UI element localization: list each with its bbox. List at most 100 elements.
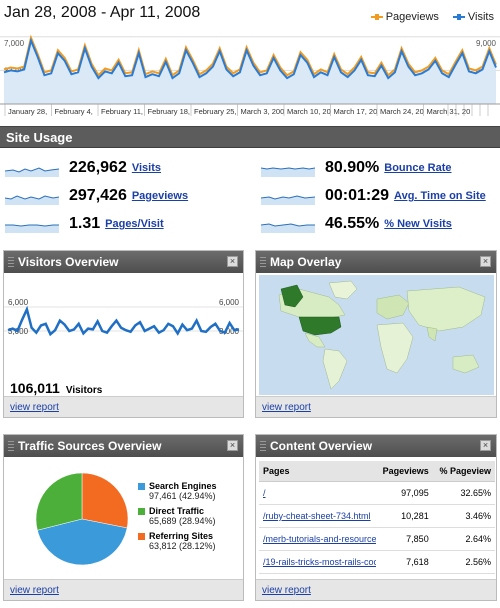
source-search-engines[interactable]: Search Engines 97,461 (42.94%) xyxy=(138,481,217,501)
close-icon[interactable]: × xyxy=(227,256,238,267)
sparkline-icon xyxy=(5,195,59,205)
visitors-overview-footer: view report xyxy=(4,396,243,417)
metric-pageviews: 297,426 Pageviews xyxy=(5,185,188,207)
metric-value: 80.90% xyxy=(325,159,380,176)
cell-pageviews: 7,618 xyxy=(376,550,433,574)
map-region-alaska xyxy=(280,284,304,308)
visitors-overview-panel: Visitors Overview × 6,000 3,000 6,000 3,000… xyxy=(3,250,244,418)
x-tick-label: March 31, 20 xyxy=(427,107,471,116)
cell-page: /19-rails-tricks-most-rails-coc xyxy=(259,550,377,574)
pie-slice-direct-traffic xyxy=(35,472,83,531)
drag-grip-icon[interactable] xyxy=(8,441,14,451)
source-name: Direct Traffic xyxy=(149,506,205,516)
x-tick-label: January 28, xyxy=(8,107,47,116)
page-link[interactable]: / xyxy=(263,488,266,498)
map-view-report-link[interactable]: view report xyxy=(262,402,311,413)
x-tick-label: March 17, 20 xyxy=(334,107,378,116)
table-row: /ruby-cheat-sheet-734.html 10,281 3.46% xyxy=(259,504,495,528)
visitors-total-label: Visitors xyxy=(65,385,103,396)
world-map[interactable] xyxy=(259,275,494,395)
map-overlay-footer: view report xyxy=(256,396,496,417)
cell-pct: 2.64% xyxy=(432,527,495,551)
content-table: Pages Pageviews % Pageview / 97,095 32.65%… xyxy=(259,461,495,597)
y-right-tick: 9,000 xyxy=(476,39,497,48)
sparkline-icon xyxy=(261,195,315,205)
source-name: Referring Sites xyxy=(149,531,214,541)
map-region-africa xyxy=(376,322,414,374)
map-region-greenland xyxy=(328,280,358,300)
source-direct-traffic[interactable]: Direct Traffic 65,689 (28.94%) xyxy=(138,506,216,526)
sparkline-icon xyxy=(261,167,315,177)
sparkline-icon xyxy=(5,167,59,177)
map-region-australia xyxy=(452,354,480,374)
legend-pageviews[interactable]: Pageviews xyxy=(370,11,439,23)
metric-value: 297,426 xyxy=(69,187,127,204)
col-pageviews[interactable]: Pageviews xyxy=(376,461,433,482)
drag-grip-icon[interactable] xyxy=(260,441,266,451)
metric-link[interactable]: Pages/Visit xyxy=(105,218,164,230)
col-pct-pageview[interactable]: % Pageview xyxy=(432,461,495,482)
x-tick-label: March 10, 20 xyxy=(287,107,331,116)
x-tick-label: February 11, xyxy=(101,107,143,116)
drag-grip-icon[interactable] xyxy=(260,257,266,267)
map-region-india xyxy=(426,326,438,342)
page-link[interactable]: /19-rails-tricks-most-rails-coc xyxy=(263,557,377,567)
search-engines-swatch-icon xyxy=(138,482,145,490)
traffic-sources-footer: view report xyxy=(4,579,243,600)
visits-area xyxy=(4,40,496,104)
source-detail: 97,461 (42.94%) xyxy=(149,491,216,501)
legend-visits-label: Visits xyxy=(467,11,494,23)
metric-value: 46.55% xyxy=(325,215,380,232)
close-icon[interactable]: × xyxy=(227,440,238,451)
metric-avg-time-on-site: 00:01:29 Avg. Time on Site xyxy=(261,185,486,207)
date-range[interactable]: Jan 28, 2008 - Apr 11, 2008 xyxy=(4,4,201,21)
visitors-total: 106,011 Visitors xyxy=(10,380,102,396)
visitors-overview-header[interactable]: Visitors Overview × xyxy=(4,251,243,273)
metric-visits: 226,962 Visits xyxy=(5,157,161,179)
metric-value: 226,962 xyxy=(69,159,127,176)
sparkline-icon xyxy=(5,224,59,233)
metric-link[interactable]: Bounce Rate xyxy=(384,162,452,174)
y-tick-label: 3,000 xyxy=(219,327,240,336)
pie-slice-referring-sites xyxy=(81,472,129,529)
traffic-view-report-link[interactable]: view report xyxy=(10,585,59,596)
y-tick-label: 6,000 xyxy=(8,298,29,307)
page-link[interactable]: /ruby-cheat-sheet-734.html xyxy=(263,511,371,521)
metric-link[interactable]: Pageviews xyxy=(131,190,189,202)
visits-swatch-icon xyxy=(452,14,465,20)
map-region-mexico xyxy=(304,332,326,348)
content-overview-footer: view report xyxy=(256,579,496,600)
y-left-tick: 7,000 xyxy=(4,39,25,48)
table-row: / 97,095 32.65% xyxy=(259,481,495,505)
drag-grip-icon[interactable] xyxy=(8,257,14,267)
metric-link[interactable]: Avg. Time on Site xyxy=(394,190,486,202)
site-usage-section: 226,962 Visits 297,426 Pageviews 1.31 Pages/V… xyxy=(0,152,500,242)
content-overview-header[interactable]: Content Overview × xyxy=(256,435,496,457)
cell-pct: 32.65% xyxy=(432,481,495,505)
close-icon[interactable]: × xyxy=(480,440,491,451)
traffic-pie-chart[interactable] xyxy=(32,469,132,569)
content-view-report-link[interactable]: view report xyxy=(262,585,311,596)
y-tick-label: 6,000 xyxy=(219,298,240,307)
site-usage-header: Site Usage xyxy=(0,126,500,148)
map-overlay-header[interactable]: Map Overlay × xyxy=(256,251,496,273)
cell-pct: 3.46% xyxy=(432,504,495,528)
col-pages[interactable]: Pages xyxy=(259,461,377,482)
cell-pageviews: 97,095 xyxy=(376,481,433,505)
cell-pct: 2.56% xyxy=(432,550,495,574)
metric-value: 1.31 xyxy=(69,215,101,232)
content-overview-title: Content Overview xyxy=(270,439,373,453)
series-line-visitors xyxy=(7,305,240,337)
traffic-sources-header[interactable]: Traffic Sources Overview × xyxy=(4,435,243,457)
metric-link[interactable]: Visits xyxy=(131,162,161,174)
legend-visits[interactable]: Visits xyxy=(452,11,494,23)
metric-link[interactable]: % New Visits xyxy=(384,218,452,230)
chart-legend: Pageviews Visits xyxy=(370,11,494,23)
close-icon[interactable]: × xyxy=(480,256,491,267)
source-referring-sites[interactable]: Referring Sites 63,812 (28.12%) xyxy=(138,531,216,551)
table-row: /merb-tutorials-and-resource 7,850 2.64% xyxy=(259,527,495,551)
visitors-view-report-link[interactable]: view report xyxy=(10,402,59,413)
page-link[interactable]: /merb-tutorials-and-resource xyxy=(263,534,377,544)
